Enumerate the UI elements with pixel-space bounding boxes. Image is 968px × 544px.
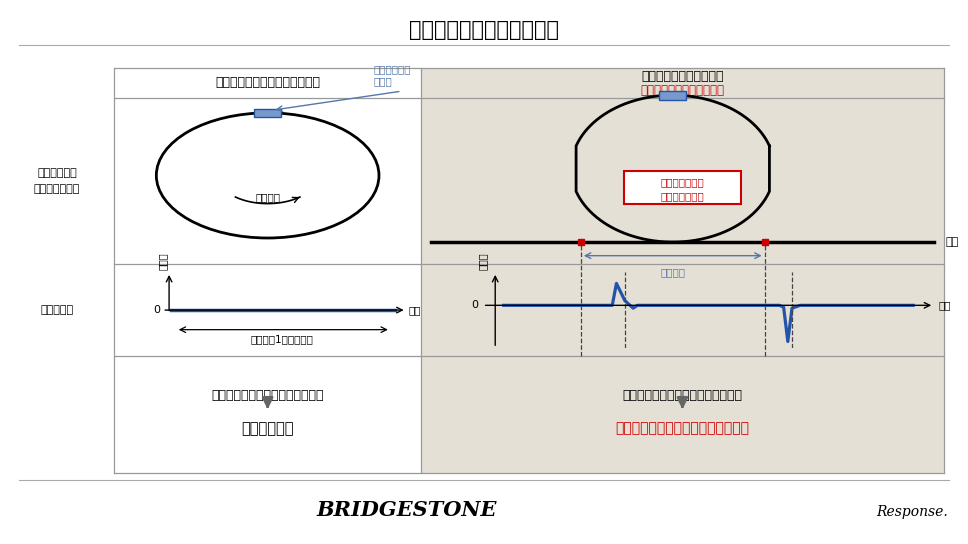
Text: 0: 0 bbox=[471, 300, 478, 310]
Text: 加速度とタイヤ変形の対応: 加速度とタイヤ変形の対応 bbox=[409, 20, 559, 40]
Text: 時間: 時間 bbox=[408, 305, 421, 315]
Text: 【実際のタイヤイメージ】: 【実際のタイヤイメージ】 bbox=[641, 84, 724, 96]
Text: 0: 0 bbox=[153, 305, 160, 315]
Text: センサの軌道が: センサの軌道が bbox=[660, 177, 705, 187]
Text: BRIDGESTONE: BRIDGESTONE bbox=[317, 500, 497, 520]
Text: 回転方向: 回転方向 bbox=[256, 193, 280, 202]
Text: 加速度: 加速度 bbox=[158, 252, 167, 270]
Text: タイヤが接地している時: タイヤが接地している時 bbox=[641, 70, 724, 83]
Bar bbox=[624, 171, 741, 204]
Text: 加速度センサ
周方向: 加速度センサ 周方向 bbox=[374, 64, 411, 85]
Text: 時間: 時間 bbox=[938, 300, 951, 310]
Text: 接地端部ではセンサの軌道が変わる: 接地端部ではセンサの軌道が変わる bbox=[622, 389, 742, 401]
Text: 加速度変化: 加速度変化 bbox=[41, 305, 74, 315]
Text: 真横から見た
タイヤイメージ: 真横から見た タイヤイメージ bbox=[34, 168, 80, 194]
Text: 回転方向: 回転方向 bbox=[660, 184, 685, 194]
Bar bbox=[659, 91, 686, 100]
Bar bbox=[254, 109, 282, 118]
Text: 設置面内: 設置面内 bbox=[660, 268, 685, 277]
Text: 路面: 路面 bbox=[946, 237, 959, 247]
Text: タイヤが接地せずに回転する時: タイヤが接地せずに回転する時 bbox=[215, 77, 320, 89]
Text: タイヤが1周する時間: タイヤが1周する時間 bbox=[251, 335, 314, 344]
Text: 加速度: 加速度 bbox=[477, 252, 488, 270]
Text: 急激に変化する: 急激に変化する bbox=[660, 191, 705, 201]
Text: 加速度＝ゼロ: 加速度＝ゼロ bbox=[241, 421, 294, 436]
Text: Response.: Response. bbox=[876, 505, 948, 520]
Bar bbox=[421, 68, 944, 473]
Text: 接地端部で加速度は急激に変化する: 接地端部で加速度は急激に変化する bbox=[616, 422, 749, 435]
Text: 回転方向には加速度は発生しない: 回転方向には加速度は発生しない bbox=[211, 389, 324, 401]
